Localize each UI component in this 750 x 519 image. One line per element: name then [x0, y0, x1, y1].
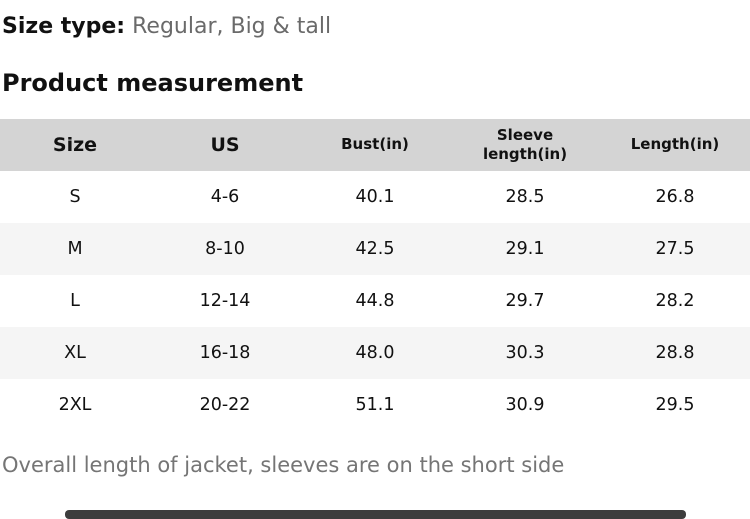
table-cell: 29.1	[505, 239, 545, 259]
column-header-label: Length(in)	[630, 135, 720, 154]
column-header-label: US	[210, 133, 240, 156]
table-row: L 12-14 44.8 29.7 28.2	[0, 275, 750, 327]
table-cell: 51.1	[355, 395, 395, 415]
table-cell: 16-18	[199, 343, 251, 363]
table-cell: 27.5	[655, 239, 695, 259]
table-cell: 4-6	[210, 187, 240, 207]
table-cell: 28.8	[655, 343, 695, 363]
column-header: US	[150, 119, 300, 171]
footnote: Overall length of jacket, sleeves are on…	[2, 453, 565, 477]
table-cell: 28.5	[505, 187, 545, 207]
table-row: XL 16-18 48.0 30.3 28.8	[0, 327, 750, 379]
column-header: Sleeve length(in)	[450, 119, 600, 171]
table-row: M 8-10 42.5 29.1 27.5	[0, 223, 750, 275]
horizontal-scrollbar-thumb[interactable]	[65, 510, 686, 519]
table-cell: L	[70, 291, 80, 311]
table-cell: 12-14	[199, 291, 251, 311]
column-header-label: Bust(in)	[341, 135, 409, 154]
table-row: S 4-6 40.1 28.5 26.8	[0, 171, 750, 223]
measurement-table: Size US Bust(in) Sleeve length(in) Length(in…	[0, 119, 750, 431]
section-title: Product measurement	[2, 69, 304, 97]
table-cell: 29.5	[655, 395, 695, 415]
table-cell: 30.9	[505, 395, 545, 415]
column-header: Length(in)	[600, 119, 750, 171]
size-type-value: Regular, Big & tall	[132, 14, 332, 39]
table-cell: M	[67, 239, 83, 259]
table-cell: 48.0	[355, 343, 395, 363]
table-body: S 4-6 40.1 28.5 26.8 M 8-10 42.5 29.1 27.5 L 12-14 4…	[0, 171, 750, 431]
table-cell: 30.3	[505, 343, 545, 363]
table-cell: 8-10	[205, 239, 245, 259]
column-header: Size	[0, 119, 150, 171]
column-header-label: Sleeve length(in)	[482, 125, 568, 164]
table-cell: S	[69, 187, 81, 207]
table-cell: 20-22	[199, 395, 251, 415]
table-row: 2XL 20-22 51.1 30.9 29.5	[0, 379, 750, 431]
size-type-label: Size type:	[2, 14, 126, 39]
column-header-label: Size	[52, 133, 98, 156]
column-header: Bust(in)	[300, 119, 450, 171]
table-cell: 29.7	[505, 291, 545, 311]
table-cell: XL	[64, 343, 86, 363]
size-type-line: Size type: Regular, Big & tall	[2, 13, 750, 41]
table-cell: 44.8	[355, 291, 395, 311]
table-cell: 2XL	[58, 395, 92, 415]
table-header-row: Size US Bust(in) Sleeve length(in) Length(in…	[0, 119, 750, 171]
table-cell: 26.8	[655, 187, 695, 207]
table-cell: 40.1	[355, 187, 395, 207]
table-cell: 42.5	[355, 239, 395, 259]
table-cell: 28.2	[655, 291, 695, 311]
